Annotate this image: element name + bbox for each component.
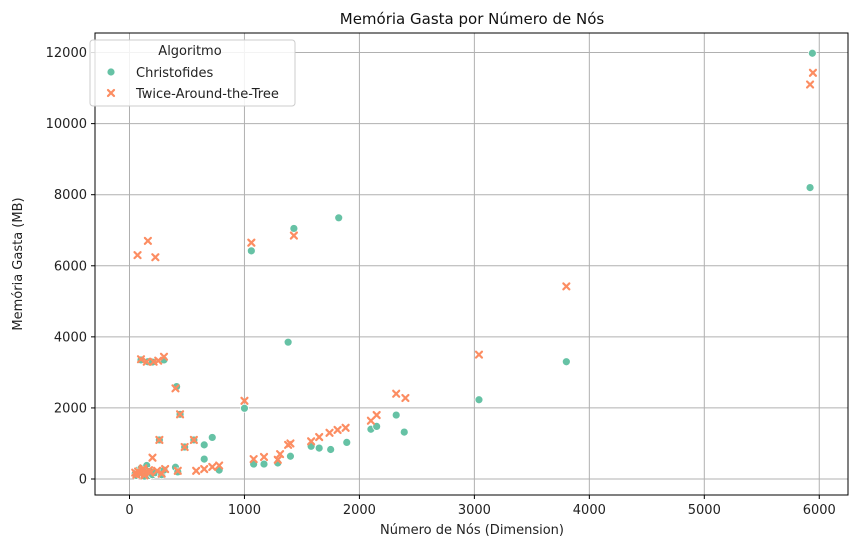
- x-tick-label: 3000: [458, 503, 491, 518]
- data-point-circle: [807, 48, 817, 58]
- data-point-x: [286, 439, 295, 448]
- data-point-circle: [199, 454, 209, 464]
- data-point-x: [154, 356, 163, 365]
- data-point-x: [208, 462, 217, 472]
- data-point-x: [240, 396, 249, 405]
- x-axis-title: Número de Nós (Dimension): [380, 523, 564, 538]
- data-point-x: [159, 352, 169, 361]
- data-point-x: [142, 357, 151, 366]
- data-point-x: [275, 450, 285, 459]
- data-point-x: [136, 355, 146, 364]
- data-point-x: [805, 80, 815, 89]
- x-tick-label: 6000: [803, 503, 836, 518]
- data-point-x: [341, 423, 350, 432]
- data-points: [130, 48, 818, 481]
- chart-title: Memória Gasta por Número de Nós: [340, 10, 605, 28]
- data-point-x: [401, 393, 410, 403]
- axis-ticks: 0 1000 2000 3000 4000 5000 6000 0 2000 4000 6000 80…: [46, 46, 836, 518]
- data-point-x: [249, 455, 258, 464]
- data-point-x: [392, 389, 401, 398]
- data-point-circle: [289, 224, 299, 233]
- legend-label-twice-around: Twice-Around-the-Tree: [135, 87, 279, 102]
- data-point-x: [175, 410, 185, 419]
- data-point-circle: [286, 451, 295, 461]
- data-point-x: [325, 428, 334, 437]
- data-point-circle: [207, 433, 217, 442]
- data-point-x: [215, 461, 224, 470]
- data-point-x: [148, 453, 157, 462]
- data-point-circle: [805, 183, 815, 192]
- data-point-x: [173, 466, 182, 475]
- data-point-x: [333, 425, 342, 435]
- y-tick-label: 2000: [54, 401, 87, 416]
- legend: Algoritmo Christofides Twice-Around-the-…: [89, 39, 296, 107]
- legend-box: [89, 39, 296, 107]
- data-point-x: [161, 464, 170, 474]
- series-1: [131, 68, 818, 480]
- data-point-x: [171, 384, 180, 393]
- data-point-x: [474, 350, 484, 359]
- data-point-circle: [259, 459, 269, 469]
- y-tick-label: 6000: [54, 259, 87, 274]
- y-tick-label: 4000: [54, 330, 87, 345]
- grid: [95, 33, 848, 495]
- data-point-x: [372, 410, 381, 420]
- data-point-x: [155, 435, 164, 445]
- data-point-circle: [326, 445, 336, 454]
- y-tick-label: 8000: [54, 188, 87, 203]
- data-point-circle: [474, 395, 484, 405]
- data-point-x: [273, 455, 282, 464]
- data-point-x: [289, 231, 298, 240]
- x-tick-label: 5000: [688, 503, 721, 518]
- x-tick-label: 4000: [573, 503, 606, 518]
- data-point-x: [151, 253, 160, 262]
- y-axis-title: Memória Gasta (MB): [11, 197, 26, 330]
- data-point-x: [200, 464, 209, 474]
- legend-title: Algoritmo: [158, 44, 221, 59]
- data-point-circle: [240, 403, 249, 413]
- data-point-circle: [334, 213, 344, 223]
- legend-label-christofides: Christofides: [136, 66, 214, 81]
- data-point-circle: [561, 357, 571, 367]
- legend-marker-twice-around: [106, 88, 116, 98]
- data-point-x: [143, 236, 152, 245]
- y-tick-label: 12000: [46, 46, 87, 61]
- data-point-circle: [391, 410, 401, 420]
- data-point-x: [133, 251, 142, 260]
- data-point-x: [152, 466, 162, 475]
- data-point-x: [180, 442, 189, 452]
- y-tick-label: 10000: [46, 117, 87, 132]
- data-point-x: [808, 68, 818, 77]
- legend-marker-christofides: [106, 67, 116, 77]
- data-point-circle: [246, 246, 256, 256]
- x-tick-label: 1000: [228, 503, 261, 518]
- data-point-x: [247, 238, 256, 247]
- y-tick-label: 0: [79, 473, 87, 488]
- data-point-circle: [314, 443, 324, 453]
- plot-area-frame: [94, 32, 849, 496]
- data-point-x: [307, 437, 316, 446]
- data-point-circle: [399, 427, 409, 437]
- data-point-circle: [342, 438, 352, 447]
- data-point-x: [189, 435, 198, 445]
- x-tick-label: 2000: [343, 503, 376, 518]
- data-point-circle: [283, 337, 293, 347]
- data-point-x: [315, 432, 324, 442]
- x-tick-label: 0: [125, 503, 133, 518]
- data-point-x: [146, 468, 155, 477]
- data-point-x: [259, 452, 269, 462]
- data-point-x: [192, 466, 201, 475]
- data-point-x: [562, 282, 571, 291]
- data-point-circle: [199, 440, 209, 450]
